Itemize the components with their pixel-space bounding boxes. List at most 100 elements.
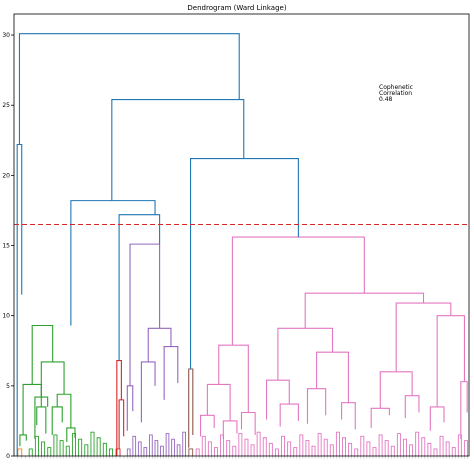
dendrogram-leaf-link bbox=[433, 448, 438, 456]
dendrogram-link bbox=[118, 214, 161, 361]
dendrogram-link bbox=[31, 324, 54, 385]
dendrogram-leaf-link bbox=[250, 444, 255, 456]
dendrogram-leaf-link bbox=[226, 440, 231, 456]
dendrogram-leaf-link bbox=[65, 445, 70, 456]
dendrogram-leaf-link bbox=[457, 434, 462, 456]
dendrogram-leaf-link bbox=[41, 441, 46, 456]
dendrogram-link bbox=[231, 236, 365, 346]
dendrogram-leaf-link bbox=[293, 447, 298, 456]
dendrogram-link bbox=[129, 243, 161, 386]
dendrogram-leaf-link bbox=[165, 433, 170, 456]
dendrogram-leaf-link bbox=[317, 433, 322, 456]
dendrogram-link bbox=[265, 379, 290, 420]
dendrogram-leaf-link bbox=[126, 448, 131, 456]
y-axis: 0 5 10 15 20 25 30 bbox=[2, 32, 14, 460]
dendrogram-leaf-link bbox=[305, 440, 310, 456]
dendrogram-link bbox=[429, 406, 445, 431]
dendrogram-leaf-link bbox=[268, 442, 273, 456]
dendrogram-leaf-link bbox=[137, 441, 142, 456]
dendrogram-leaf-link bbox=[109, 448, 114, 456]
dendrogram-leaf-link bbox=[149, 434, 153, 456]
y-tick-label: 10 bbox=[2, 313, 10, 320]
dendrogram-leaf-link bbox=[342, 437, 346, 456]
dendrogram-leaf-link bbox=[195, 448, 200, 456]
cophenetic-label-line-2: Correlation bbox=[379, 90, 412, 97]
dendrogram-links bbox=[16, 33, 468, 456]
dendrogram-leaf-link bbox=[188, 448, 194, 456]
y-tick-label: 0 bbox=[6, 453, 10, 460]
dendrogram-leaf-link bbox=[154, 440, 159, 456]
dendrogram-leaf-link bbox=[445, 441, 450, 456]
dendrogram-link bbox=[200, 414, 215, 437]
dendrogram-leaf-link bbox=[201, 435, 206, 456]
dendrogram-leaf-link bbox=[232, 445, 237, 456]
dendrogram-leaf-link bbox=[421, 437, 426, 456]
cophenetic-value: 0.48 bbox=[379, 96, 393, 103]
dendrogram-leaf-link bbox=[427, 442, 432, 456]
dendrogram-link bbox=[16, 143, 23, 456]
dendrogram-leaf-link bbox=[354, 448, 359, 456]
y-tick-label: 20 bbox=[2, 172, 10, 179]
y-tick-label: 30 bbox=[2, 32, 10, 39]
dendrogram-link bbox=[316, 351, 349, 403]
dendrogram-leaf-link bbox=[281, 435, 286, 456]
dendrogram-link bbox=[40, 361, 65, 398]
dendrogram-link bbox=[22, 383, 42, 435]
dendrogram-leaf-link bbox=[409, 444, 414, 456]
dendrogram-leaf-link bbox=[78, 438, 83, 456]
dendrogram-leaf-link bbox=[262, 437, 267, 456]
dendrogram-leaf-link bbox=[378, 434, 383, 456]
dendrogram-leaf-link bbox=[96, 437, 101, 456]
dendrogram-link bbox=[34, 396, 49, 440]
dendrogram-link bbox=[189, 157, 299, 370]
dendrogram-leaf-link bbox=[220, 434, 225, 456]
dendrogram-leaf-link bbox=[390, 445, 395, 456]
dendrogram-leaf-link bbox=[463, 440, 468, 456]
y-tick-label: 25 bbox=[2, 102, 10, 109]
dendrogram-leaf-link bbox=[132, 435, 137, 456]
dendrogram-leaf-link bbox=[84, 444, 89, 456]
dendrogram-leaf-link bbox=[366, 441, 371, 456]
dendrogram-link bbox=[222, 420, 238, 440]
dendrogram-leaf-link bbox=[17, 448, 23, 456]
dendrogram-link bbox=[111, 99, 245, 201]
dendrogram-leaf-link bbox=[244, 438, 249, 456]
dendrogram-leaf-link bbox=[90, 431, 95, 456]
dendrogram-leaf-link bbox=[28, 448, 33, 456]
dendrogram-leaf-link bbox=[360, 435, 365, 456]
dendrogram-leaf-link bbox=[415, 431, 420, 456]
dendrogram-link bbox=[306, 388, 327, 424]
dendrogram-leaf-link bbox=[348, 442, 353, 456]
dendrogram-link bbox=[460, 381, 468, 440]
dendrogram-link bbox=[188, 368, 194, 448]
dendrogram-link bbox=[51, 406, 63, 435]
dendrogram-leaf-link bbox=[176, 444, 181, 456]
dendrogram-link bbox=[19, 434, 27, 447]
dendrogram-leaf-link bbox=[143, 447, 148, 456]
y-tick-label: 5 bbox=[6, 383, 10, 390]
dendrogram-leaf-link bbox=[214, 447, 218, 456]
dendrogram-leaf-link bbox=[451, 447, 456, 456]
dendrogram-leaf-link bbox=[34, 435, 39, 456]
plot-frame bbox=[13, 13, 470, 457]
dendrogram-link bbox=[395, 302, 452, 372]
dendrogram-leaf-link bbox=[439, 435, 444, 456]
dendrogram-leaf-link bbox=[115, 448, 121, 456]
dendrogram-leaf-link bbox=[311, 445, 316, 456]
dendrogram-leaf-link bbox=[287, 441, 292, 456]
dendrogram-link bbox=[218, 344, 249, 413]
dendrogram-leaf-link bbox=[160, 445, 164, 456]
dendrogram-link bbox=[126, 385, 134, 431]
leaf-ticks bbox=[17, 456, 468, 459]
dendrogram-leaf-link bbox=[396, 433, 401, 456]
dendrogram-leaf-link bbox=[384, 440, 389, 456]
dendrogram-leaf-link bbox=[47, 447, 52, 456]
dendrogram-leaf-link bbox=[102, 442, 107, 456]
dendrogram-link bbox=[18, 33, 240, 145]
dendrogram-leaf-link bbox=[329, 444, 334, 456]
dendrogram-leaf-link bbox=[71, 433, 76, 456]
y-tick-label: 15 bbox=[2, 243, 10, 250]
dendrogram-link bbox=[370, 407, 390, 428]
dendrogram-link bbox=[436, 315, 465, 407]
dendrogram-link bbox=[240, 411, 256, 435]
